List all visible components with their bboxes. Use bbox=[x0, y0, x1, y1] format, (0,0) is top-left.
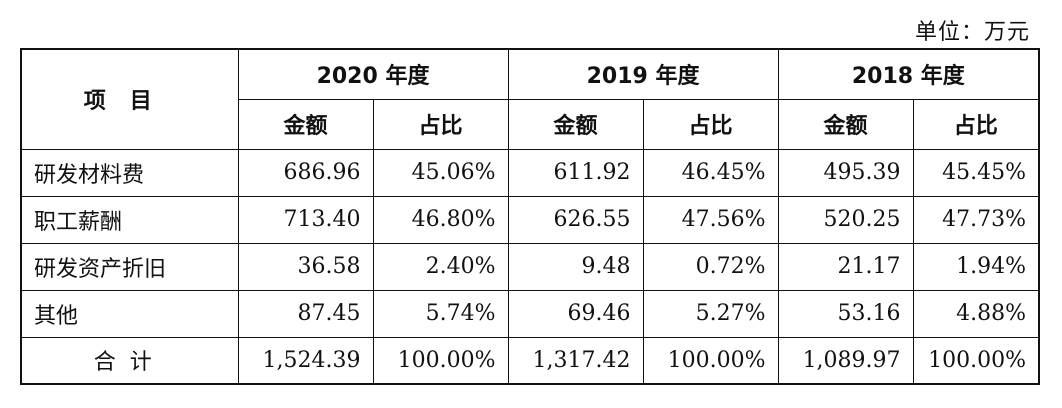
amount-header: 金额 bbox=[777, 98, 914, 150]
ratio-header: 占比 bbox=[642, 98, 779, 150]
item-header: 项目 bbox=[20, 48, 239, 150]
table-cell: 5.27% bbox=[642, 289, 779, 338]
unit-label: 单位：万元 bbox=[914, 20, 1030, 45]
table-cell: 9.48 bbox=[507, 242, 644, 291]
table-cell: 520.25 bbox=[777, 195, 914, 244]
total-label: 合计 bbox=[20, 336, 239, 385]
table-cell: 53.16 bbox=[777, 289, 914, 338]
table-cell: 626.55 bbox=[507, 195, 644, 244]
table-cell: 713.40 bbox=[237, 195, 374, 244]
table-cell: 21.17 bbox=[777, 242, 914, 291]
ratio-header: 占比 bbox=[912, 98, 1040, 150]
table-row: 研发材料费 686.96 45.06% 611.92 46.45% 495.39… bbox=[20, 148, 1040, 197]
table-cell: 1,317.42 bbox=[507, 336, 644, 385]
table-cell: 2.40% bbox=[372, 242, 509, 291]
table-cell: 46.80% bbox=[372, 195, 509, 244]
table-row: 其他 87.45 5.74% 69.46 5.27% 53.16 4.88% bbox=[20, 289, 1040, 338]
table-cell: 4.88% bbox=[912, 289, 1040, 338]
table-cell: 5.74% bbox=[372, 289, 509, 338]
table-cell: 0.72% bbox=[642, 242, 779, 291]
table-cell: 611.92 bbox=[507, 148, 644, 197]
table-cell: 495.39 bbox=[777, 148, 914, 197]
total-row: 合计 1,524.39 100.00% 1,317.42 100.00% 1,0… bbox=[20, 336, 1040, 385]
row-label: 其他 bbox=[20, 289, 239, 338]
amount-header: 金额 bbox=[507, 98, 644, 150]
table-row: 职工薪酬 713.40 46.80% 626.55 47.56% 520.25 … bbox=[20, 195, 1040, 244]
year-header-2020: 2020 年度 bbox=[237, 48, 509, 100]
table-cell: 47.73% bbox=[912, 195, 1040, 244]
row-label: 研发资产折旧 bbox=[20, 242, 239, 291]
table-cell: 100.00% bbox=[912, 336, 1040, 385]
row-label: 职工薪酬 bbox=[20, 195, 239, 244]
rd-expense-table: 项目 2020 年度 2019 年度 2018 年度 金额 占比 金额 占比 金… bbox=[20, 48, 1041, 385]
table-cell: 1,524.39 bbox=[237, 336, 374, 385]
table-cell: 69.46 bbox=[507, 289, 644, 338]
ratio-header: 占比 bbox=[372, 98, 509, 150]
table-cell: 100.00% bbox=[372, 336, 509, 385]
year-header-2019: 2019 年度 bbox=[507, 48, 779, 100]
year-header-2018: 2018 年度 bbox=[777, 48, 1040, 100]
table-cell: 45.06% bbox=[372, 148, 509, 197]
table-cell: 36.58 bbox=[237, 242, 374, 291]
table-cell: 1.94% bbox=[912, 242, 1040, 291]
table-cell: 100.00% bbox=[642, 336, 779, 385]
header-year-row: 项目 2020 年度 2019 年度 2018 年度 bbox=[20, 48, 1040, 150]
table-row: 研发资产折旧 36.58 2.40% 9.48 0.72% 21.17 1.94… bbox=[20, 242, 1040, 291]
amount-header: 金额 bbox=[237, 98, 374, 150]
table-cell: 686.96 bbox=[237, 148, 374, 197]
table-cell: 46.45% bbox=[642, 148, 779, 197]
table-cell: 1,089.97 bbox=[777, 336, 914, 385]
row-label: 研发材料费 bbox=[20, 148, 239, 197]
table-cell: 47.56% bbox=[642, 195, 779, 244]
table-cell: 87.45 bbox=[237, 289, 374, 338]
table-cell: 45.45% bbox=[912, 148, 1040, 197]
